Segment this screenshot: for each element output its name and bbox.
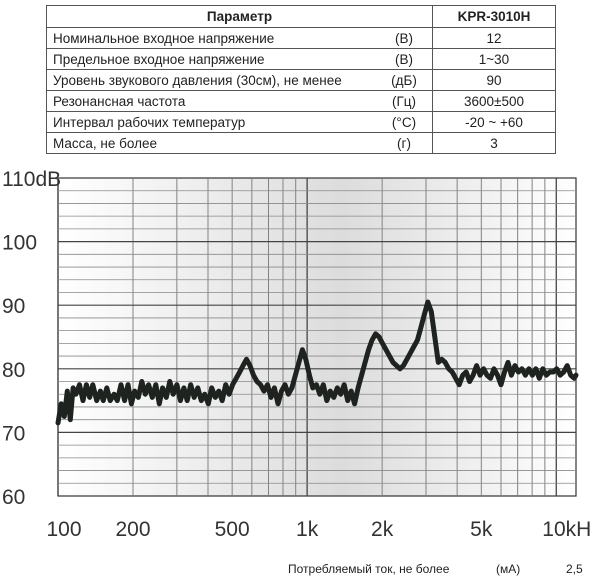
footer-unit: (мА)	[496, 562, 521, 576]
param-value: 90	[432, 69, 556, 91]
param-name: Предельное входное напряжение	[46, 48, 376, 70]
footer-param: Потребляемый ток, не более	[288, 562, 450, 576]
table-row: Интервал рабочих температур (°С) -20 ~ +…	[46, 111, 556, 133]
y-tick-label: 80	[2, 359, 25, 382]
response-curve	[55, 299, 579, 426]
footer-row: Потребляемый ток, не более (мА) 2,5	[0, 562, 591, 578]
table-row: Номинальное входное напряжение (В) 12	[46, 27, 556, 49]
param-value: 3	[432, 132, 556, 154]
param-name: Резонансная частота	[46, 90, 376, 112]
y-tick-label: 100	[2, 232, 37, 255]
param-value: 1~30	[432, 48, 556, 70]
param-unit: (г)	[376, 132, 433, 154]
y-tick-label: 60	[2, 486, 25, 509]
x-tick-label: 100	[46, 518, 81, 541]
y-tick-label: 110dB	[2, 170, 61, 191]
plot-area	[57, 177, 577, 497]
chart-series	[55, 299, 579, 426]
y-tick-label: 70	[2, 422, 25, 445]
chart-grid	[57, 178, 576, 496]
table-row: Резонансная частота (Гц) 3600±500	[46, 90, 556, 112]
param-value: -20 ~ +60	[432, 111, 556, 133]
x-tick-label: 2k	[371, 518, 394, 541]
param-name: Уровень звукового давления (30см), не ме…	[46, 69, 376, 91]
param-unit: (Гц)	[376, 90, 433, 112]
x-tick-label: 5k	[470, 518, 493, 541]
x-tick-label: 500	[215, 518, 250, 541]
spec-table: Параметр KPR-3010H Номинальное входное н…	[46, 5, 556, 154]
model-header: KPR-3010H	[432, 5, 556, 28]
param-name: Масса, не более	[46, 132, 376, 154]
param-header: Параметр	[46, 5, 433, 28]
param-unit: (В)	[376, 48, 433, 70]
table-row: Масса, не более (г) 3	[46, 132, 556, 154]
table-row: Уровень звукового давления (30см), не ме…	[46, 69, 556, 91]
y-axis-labels: 60 70 80 90 100 110dB	[2, 170, 61, 509]
param-value: 12	[432, 27, 556, 49]
x-axis-labels: 100 200 500 1k 2k 5k 10kHz	[46, 518, 591, 541]
param-name: Номинальное входное напряжение	[46, 27, 376, 49]
x-tick-label: 200	[115, 518, 150, 541]
table-row: Предельное входное напряжение (В) 1~30	[46, 48, 556, 70]
x-tick-label: 10kHz	[542, 518, 591, 541]
y-tick-label: 90	[2, 295, 25, 318]
x-tick-label: 1k	[296, 518, 319, 541]
table-header-row: Параметр KPR-3010H	[46, 5, 556, 28]
footer-value: 2,5	[566, 562, 583, 576]
param-unit: (дБ)	[376, 69, 433, 91]
param-name: Интервал рабочих температур	[46, 111, 376, 133]
param-unit: (°С)	[376, 111, 433, 133]
frequency-response-chart: 60 70 80 90 100 110dB 100 200 500 1k 2k 5k 10kHz	[2, 170, 591, 541]
param-value: 3600±500	[432, 90, 556, 112]
param-unit: (В)	[376, 27, 433, 49]
